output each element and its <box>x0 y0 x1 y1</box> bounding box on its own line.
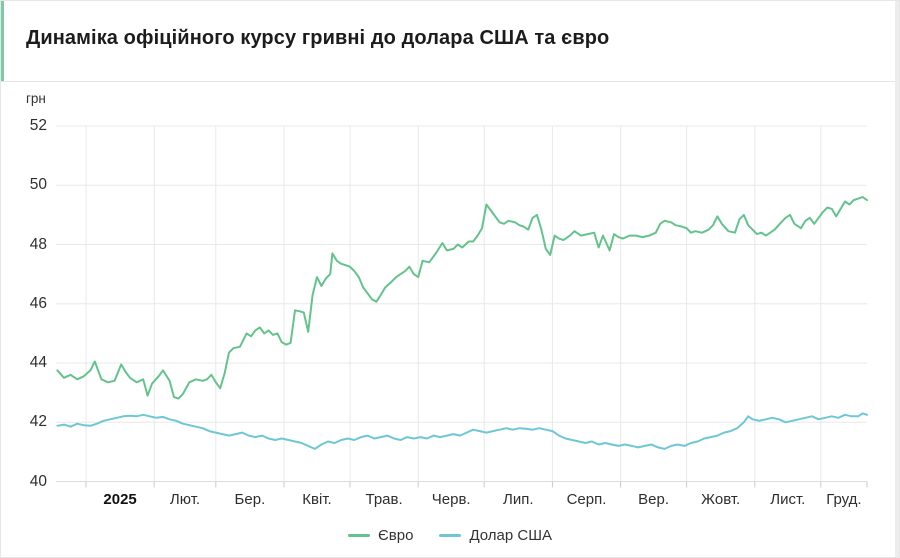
header-accent-bar <box>1 1 4 81</box>
legend-swatch-euro <box>348 534 371 537</box>
series-line-euro <box>56 196 868 400</box>
x-axis-month-label: Черв. <box>431 491 471 508</box>
x-axis-month-label: Серп. <box>566 491 607 508</box>
x-axis-month-label: Лист. <box>770 491 806 508</box>
series-line-usd <box>56 412 868 450</box>
x-axis-year-label: 2025 <box>103 491 137 508</box>
legend-swatch-usd <box>439 534 462 537</box>
legend-label: Євро <box>378 527 414 544</box>
chart-legend: Євро Долар США <box>1 527 899 544</box>
x-axis-month-label: Квіт. <box>302 491 332 508</box>
y-axis-tick-label: 46 <box>29 294 47 312</box>
x-axis-month-label: Жовт. <box>701 491 741 508</box>
x-axis-month-label: Бер. <box>234 491 266 508</box>
y-axis-tick-label: 52 <box>29 117 47 134</box>
page-title: Динаміка офіційного курсу гривні до дола… <box>26 27 610 49</box>
x-axis-month-label: Лют. <box>169 491 201 508</box>
legend-item-euro[interactable]: Євро <box>348 527 413 544</box>
x-axis-month-label: Вер. <box>638 491 670 508</box>
x-axis-month-label: Груд. <box>826 491 862 508</box>
y-axis-tick-label: 42 <box>29 413 47 431</box>
chart-header: Динаміка офіційного курсу гривні до дола… <box>1 1 899 82</box>
y-axis-tick-label: 50 <box>29 176 47 194</box>
x-axis-month-label: Лип. <box>503 491 534 508</box>
y-axis-tick-label: 48 <box>29 235 47 253</box>
x-axis-month-label: Трав. <box>365 491 403 508</box>
legend-item-usd[interactable]: Долар США <box>439 527 552 544</box>
y-axis-unit-label: грн <box>26 91 46 106</box>
y-axis-tick-label: 44 <box>29 354 47 371</box>
right-edge-gutter <box>895 1 899 557</box>
y-axis-tick-label: 40 <box>29 472 47 490</box>
legend-label: Долар США <box>469 527 552 544</box>
